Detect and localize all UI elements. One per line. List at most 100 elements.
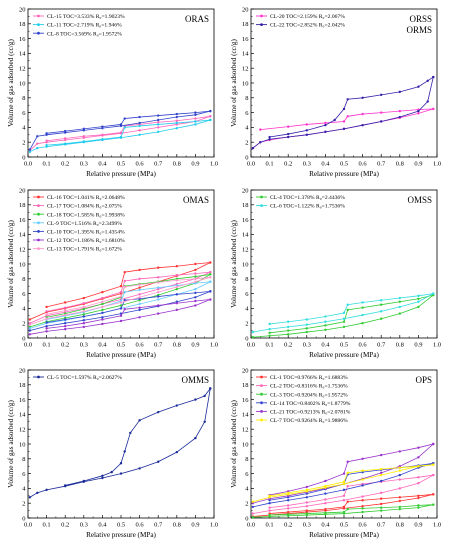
x-axis-label: Relative pressure (MPa) [309, 170, 379, 178]
data-point [342, 480, 346, 483]
legend-entry: CL-2 TOC=0.8316% R₀=1.7536% [270, 384, 348, 390]
panel-code-label: OMMS [181, 375, 209, 385]
data-point [380, 506, 383, 509]
y-tick-label: 2 [22, 501, 25, 508]
data-point [157, 410, 160, 414]
data-point [398, 109, 401, 113]
legend: CL-4 TOC=1.378% R₀=2.4436% CL-6 TOC=1.122… [256, 195, 345, 210]
data-point [305, 504, 308, 508]
data-point [138, 115, 141, 119]
y-tick-label: 10 [19, 80, 26, 87]
series-cl-8 [28, 109, 212, 151]
data-point [36, 146, 39, 150]
legend-entry: CL-4 TOC=1.378% R₀=2.4436% [270, 195, 345, 201]
legend-entry: CL-16 TOC=1.041% R₀=2.0648% [47, 195, 125, 201]
data-point [119, 472, 123, 475]
x-axis-label: Relative pressure (MPa) [86, 351, 156, 359]
x-tick-label: 0.2 [61, 522, 69, 529]
data-point [324, 121, 327, 125]
data-point [175, 126, 178, 130]
desorption-line [269, 474, 434, 509]
legend-entry: CL-20 TOC=2.159% R₀=2.067% [270, 14, 345, 20]
data-point [380, 467, 383, 471]
x-tick-label: 0.6 [359, 161, 368, 168]
data-point [251, 500, 255, 503]
data-point [194, 123, 197, 126]
data-point [138, 419, 141, 422]
data-point [175, 265, 178, 268]
data-point [361, 507, 364, 510]
data-point [251, 336, 255, 339]
data-point [63, 322, 67, 325]
data-point [194, 268, 197, 272]
y-tick-label: 4 [245, 306, 249, 313]
data-point [119, 462, 123, 465]
data-point [209, 387, 212, 390]
data-point [194, 299, 197, 303]
panel-code-label: ORSS [409, 14, 432, 24]
panel-code-label: OPS [415, 375, 432, 385]
data-point [45, 330, 48, 333]
data-point [398, 487, 401, 490]
data-point [268, 135, 271, 139]
data-point [119, 304, 123, 307]
data-point [398, 450, 401, 453]
data-point [426, 79, 429, 82]
data-point [209, 276, 212, 279]
data-point [417, 112, 420, 115]
x-tick-label: 0.5 [117, 342, 125, 349]
legend-marker [260, 401, 263, 405]
y-axis-label: Volume of gas adsorbed (cc/g) [7, 220, 15, 308]
data-point [324, 484, 327, 488]
data-point [361, 495, 364, 498]
data-point [380, 473, 383, 477]
y-tick-label: 14 [19, 232, 26, 239]
legend-entry: CL-13 TOC=1.791% R₀=1.672% [47, 247, 122, 253]
data-point [287, 499, 290, 502]
data-point [380, 303, 383, 306]
data-point [342, 311, 346, 315]
data-point [157, 286, 160, 289]
data-point [432, 493, 435, 496]
legend-marker [260, 14, 263, 18]
data-point [380, 491, 383, 495]
data-point [28, 318, 32, 321]
data-point [119, 295, 123, 298]
data-point [194, 113, 197, 117]
data-point [123, 290, 126, 294]
panel-code-label: ORAS [185, 14, 209, 24]
data-point [209, 290, 212, 293]
data-point [333, 118, 336, 122]
data-point [361, 469, 364, 472]
data-point [194, 304, 197, 307]
data-point [417, 446, 420, 449]
data-point [194, 277, 197, 280]
series-cl-16 [28, 261, 212, 321]
data-point [194, 262, 197, 266]
series-cl-3 [251, 503, 435, 519]
y-tick-label: 18 [242, 202, 249, 209]
data-point [82, 310, 86, 313]
y-tick-label: 12 [19, 247, 26, 254]
data-point [268, 502, 271, 505]
data-point [324, 507, 327, 511]
x-tick-label: 0.7 [377, 161, 386, 168]
x-tick-label: 0.6 [359, 522, 368, 529]
legend-marker [260, 392, 263, 396]
data-point [138, 277, 141, 280]
y-tick-label: 20 [19, 187, 26, 194]
data-point [426, 100, 429, 103]
data-point [63, 313, 67, 317]
data-point [209, 109, 212, 113]
legend-marker [260, 410, 263, 413]
data-point [251, 146, 255, 150]
x-tick-label: 0.8 [173, 522, 181, 529]
data-point [305, 488, 308, 492]
data-point [63, 324, 67, 328]
y-tick-label: 2 [22, 140, 25, 147]
data-point [175, 119, 178, 122]
data-point [28, 150, 32, 154]
data-point [175, 273, 178, 277]
x-tick-label: 0.5 [340, 161, 348, 168]
y-axis-label: Volume of gas adsorbed (cc/g) [230, 220, 238, 308]
